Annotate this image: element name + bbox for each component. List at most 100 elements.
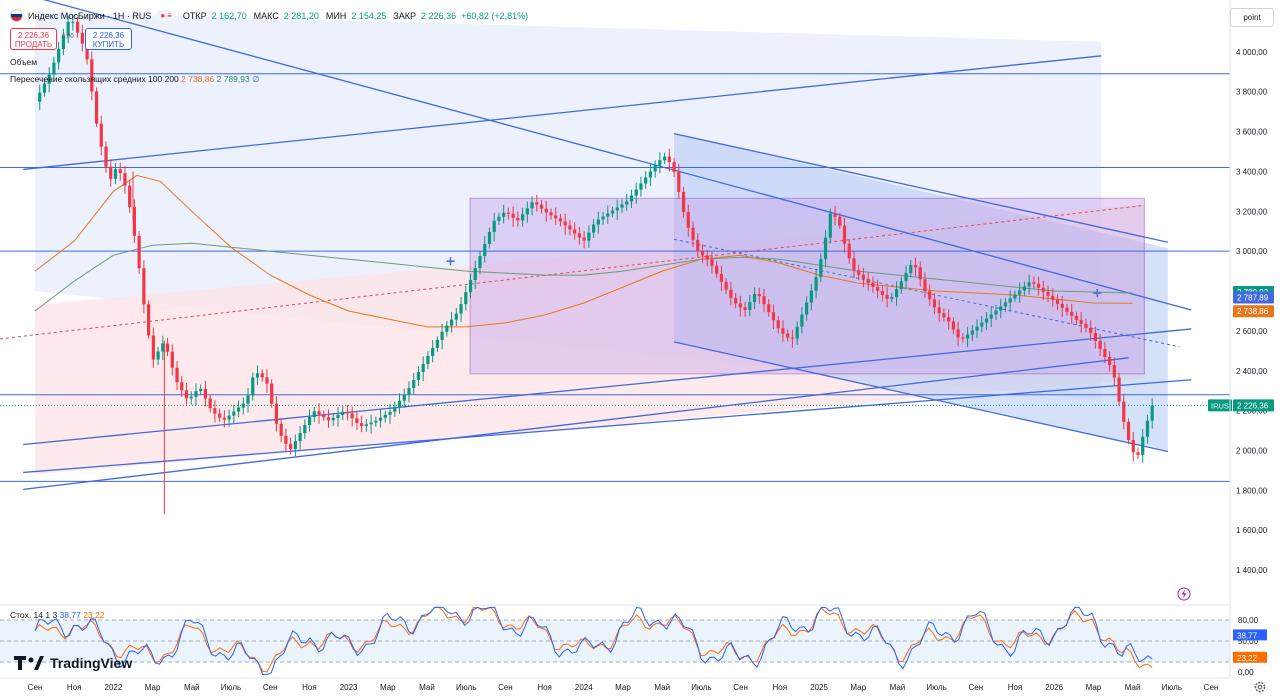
low-label: МИН bbox=[325, 10, 347, 21]
candle bbox=[454, 307, 458, 327]
ascending-channel-low bbox=[23, 379, 1192, 474]
candle-body bbox=[871, 282, 875, 287]
candle bbox=[165, 337, 170, 357]
candle-body bbox=[663, 156, 667, 161]
spread-value: 0,00 bbox=[62, 34, 74, 40]
candle bbox=[748, 294, 752, 317]
candle bbox=[402, 388, 406, 409]
candle bbox=[530, 196, 534, 216]
candle bbox=[156, 346, 160, 365]
candle bbox=[274, 395, 279, 432]
candle-body bbox=[823, 237, 828, 260]
candle-body bbox=[454, 313, 458, 320]
candle bbox=[828, 208, 832, 244]
candle-body bbox=[894, 289, 899, 298]
candle-body bbox=[369, 422, 373, 425]
candle-body bbox=[165, 343, 170, 352]
stoch-legend[interactable]: Стох. 14 1 3 38,77 23,22 bbox=[10, 610, 105, 620]
ma-fast-price-label-text: 2 738,86 bbox=[1237, 307, 1269, 316]
price-tick-label: 3 600,00 bbox=[1236, 128, 1268, 137]
candle bbox=[961, 333, 965, 343]
symbol-title[interactable]: Индекс МосБиржи · 1H · RUS bbox=[28, 10, 152, 21]
candle-body bbox=[76, 21, 80, 33]
candle-body bbox=[203, 388, 208, 399]
time-tick-label: Июль bbox=[1162, 683, 1182, 692]
candle bbox=[227, 409, 231, 427]
time-tick-label: Май bbox=[419, 683, 435, 692]
candle bbox=[317, 403, 321, 424]
candle-body bbox=[492, 220, 496, 232]
candle-body bbox=[696, 239, 700, 252]
candle bbox=[393, 401, 397, 417]
candle bbox=[118, 162, 122, 181]
candle bbox=[76, 16, 80, 38]
open-label: ОТКР bbox=[182, 10, 207, 21]
volume-indicator-label[interactable]: Объем bbox=[10, 57, 38, 67]
channel-price-label: 2 787,89 bbox=[1233, 291, 1274, 304]
candle bbox=[52, 56, 56, 82]
candle-body bbox=[928, 291, 932, 300]
time-tick-label: Мар bbox=[145, 683, 161, 692]
candle bbox=[625, 193, 629, 211]
candle bbox=[520, 207, 525, 227]
time-tick-label: Июль bbox=[691, 683, 711, 692]
price-scale-mode-button[interactable]: point bbox=[1230, 8, 1274, 27]
lightning-icon[interactable] bbox=[1177, 587, 1191, 601]
candle-body bbox=[147, 304, 151, 336]
candle-body bbox=[1051, 295, 1055, 300]
candle-body bbox=[180, 382, 184, 391]
candle bbox=[544, 200, 548, 222]
candle bbox=[1074, 311, 1079, 325]
candle-body bbox=[123, 173, 127, 186]
time-tick-label: Май bbox=[654, 683, 670, 692]
ascending-support-line bbox=[23, 357, 1129, 491]
candle bbox=[104, 141, 108, 173]
candle-body bbox=[1018, 290, 1022, 295]
ma-cross-legend[interactable]: Пересечение скользящих средних 100 200 2… bbox=[10, 74, 260, 85]
candle-body bbox=[847, 243, 851, 259]
candle bbox=[412, 372, 416, 395]
candle bbox=[1070, 303, 1074, 324]
candle-body bbox=[1027, 282, 1031, 287]
settings-gear-icon[interactable] bbox=[1253, 680, 1267, 694]
candle-body bbox=[672, 162, 676, 172]
candle bbox=[506, 207, 510, 220]
candle bbox=[871, 276, 875, 293]
candle-body bbox=[326, 417, 331, 421]
candle-body bbox=[947, 317, 951, 322]
candle bbox=[312, 406, 316, 423]
candle bbox=[752, 287, 757, 310]
candle-body bbox=[724, 281, 728, 290]
last-price-label-bg bbox=[1233, 399, 1274, 412]
candle-body bbox=[965, 334, 970, 339]
candle bbox=[47, 66, 51, 93]
candle-body bbox=[833, 213, 837, 217]
candle-body bbox=[464, 292, 468, 305]
buy-button[interactable]: 2 226,36 КУПИТЬ bbox=[85, 28, 132, 50]
candle bbox=[199, 384, 203, 396]
candle bbox=[913, 257, 918, 276]
candle bbox=[980, 316, 984, 333]
candle bbox=[66, 15, 70, 43]
candle-body bbox=[984, 318, 989, 323]
ma-fast-price-label-bg bbox=[1233, 305, 1274, 318]
candle-body bbox=[899, 281, 903, 290]
candle-body bbox=[738, 303, 742, 308]
price-tick-label: 1 800,00 bbox=[1236, 486, 1268, 495]
candle-body bbox=[961, 337, 965, 339]
sell-button[interactable]: 2 226,36 ПРОДАТЬ bbox=[10, 28, 57, 50]
candle-body bbox=[435, 339, 439, 348]
candle bbox=[303, 419, 307, 440]
candle-body bbox=[942, 313, 946, 318]
candle-body bbox=[61, 35, 66, 50]
tradingview-logo: TradingView bbox=[14, 655, 132, 671]
candle bbox=[426, 351, 430, 370]
candle-body bbox=[842, 225, 847, 244]
candle-body bbox=[980, 322, 984, 327]
hide-indicators-pill[interactable]: ● ≡ bbox=[156, 10, 176, 21]
candle bbox=[1131, 432, 1135, 462]
candle bbox=[639, 176, 643, 197]
candle bbox=[805, 296, 809, 321]
candle-body bbox=[705, 255, 709, 260]
